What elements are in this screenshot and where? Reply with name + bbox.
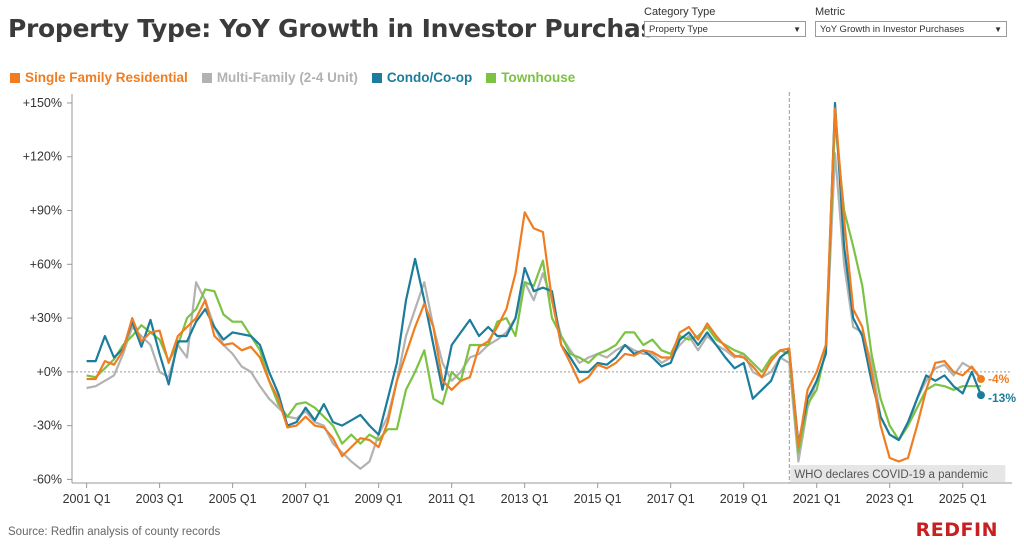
redfin-logo: REDFIN	[915, 519, 998, 541]
legend-label: Townhouse	[501, 70, 576, 85]
x-tick-label: 2001 Q1	[63, 492, 111, 506]
legend-label: Condo/Co-op	[386, 70, 473, 85]
metric-filter: Metric YoY Growth in Investor Purchases …	[815, 6, 1007, 37]
series-line-0	[86, 107, 982, 463]
x-tick-label: 2005 Q1	[209, 492, 257, 506]
x-tick-label: 2017 Q1	[647, 492, 695, 506]
x-tick-label: 2011 Q1	[428, 492, 475, 506]
legend-item-multi-family[interactable]: Multi-Family (2-4 Unit)	[201, 70, 358, 85]
y-tick-label: +120%	[23, 150, 62, 164]
y-tick-label: +0%	[37, 365, 62, 379]
legend-label: Single Family Residential	[25, 70, 188, 85]
y-tick-label: +150%	[23, 96, 62, 110]
category-type-select[interactable]: Property Type ▼	[644, 21, 806, 37]
metric-label: Metric	[815, 6, 845, 18]
x-tick-label: 2009 Q1	[355, 492, 403, 506]
category-type-label: Category Type	[644, 6, 716, 18]
covid-annotation-box	[790, 465, 1006, 482]
legend-swatch	[371, 72, 382, 83]
legend-swatch	[486, 72, 497, 83]
x-tick-label: 2023 Q1	[866, 492, 914, 506]
end-marker	[976, 391, 985, 400]
y-tick-label: +30%	[30, 311, 62, 325]
end-label: -4%	[988, 372, 1010, 386]
y-tick-label: -30%	[33, 419, 62, 433]
end-marker	[976, 375, 985, 384]
legend-item-condo[interactable]: Condo/Co-op	[371, 70, 473, 85]
x-tick-label: 2015 Q1	[574, 492, 622, 506]
source-note: Source: Redfin analysis of county record…	[8, 526, 221, 538]
page-title: Property Type: YoY Growth in Investor Pu…	[8, 14, 674, 43]
series-line-2	[86, 101, 983, 445]
x-tick-label: 2013 Q1	[501, 492, 549, 506]
legend-swatch	[201, 72, 212, 83]
category-type-filter: Category Type Property Type ▼	[644, 6, 806, 37]
chevron-down-icon: ▼	[994, 24, 1002, 34]
covid-annotation-text: WHO declares COVID-19 a pandemic	[794, 469, 988, 481]
x-tick-label: 2003 Q1	[136, 492, 184, 506]
y-tick-label: -60%	[33, 472, 62, 486]
series-line-1	[86, 152, 982, 470]
category-type-value: Property Type	[649, 23, 708, 35]
chart-legend: Single Family Residential Multi-Family (…	[10, 70, 575, 85]
chevron-down-icon: ▼	[793, 24, 801, 34]
x-tick-label: 2025 Q1	[939, 492, 987, 506]
legend-label: Multi-Family (2-4 Unit)	[216, 70, 358, 85]
x-tick-label: 2021 Q1	[793, 492, 841, 506]
end-label: -13%	[988, 391, 1016, 405]
legend-item-townhouse[interactable]: Townhouse	[486, 70, 575, 85]
x-tick-label: 2007 Q1	[282, 492, 330, 506]
legend-swatch	[10, 72, 20, 83]
y-tick-label: +60%	[30, 257, 62, 271]
legend-item-single-family[interactable]: Single Family Residential	[10, 70, 188, 85]
metric-value: YoY Growth in Investor Purchases	[820, 23, 965, 35]
x-tick-label: 2019 Q1	[720, 492, 768, 506]
metric-select[interactable]: YoY Growth in Investor Purchases ▼	[815, 21, 1007, 37]
y-tick-label: +90%	[30, 204, 62, 218]
